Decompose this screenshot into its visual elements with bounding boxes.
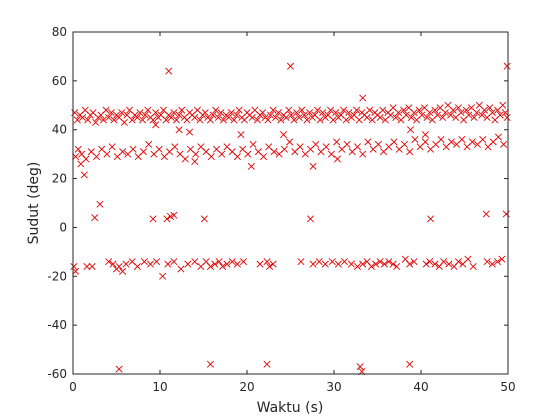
x-tick-label: 40 <box>413 380 428 394</box>
y-tick-label: -40 <box>47 318 67 332</box>
x-tick-label: 20 <box>239 380 254 394</box>
y-tick-label: -20 <box>47 269 67 283</box>
y-axis-label: Sudut (deg) <box>26 162 42 245</box>
x-axis-label: Waktu (s) <box>257 400 324 416</box>
y-tick-label: 60 <box>52 74 67 88</box>
y-tick-label: -60 <box>47 367 67 381</box>
y-tick-label: 0 <box>59 220 67 234</box>
x-tick-label: 10 <box>152 380 167 394</box>
y-tick-label: 40 <box>52 123 67 137</box>
x-tick-label: 30 <box>326 380 341 394</box>
x-tick-label: 0 <box>69 380 77 394</box>
x-tick-label: 50 <box>500 380 515 394</box>
plot-background <box>73 32 508 374</box>
y-tick-label: 80 <box>52 25 67 39</box>
y-tick-label: 20 <box>52 172 67 186</box>
